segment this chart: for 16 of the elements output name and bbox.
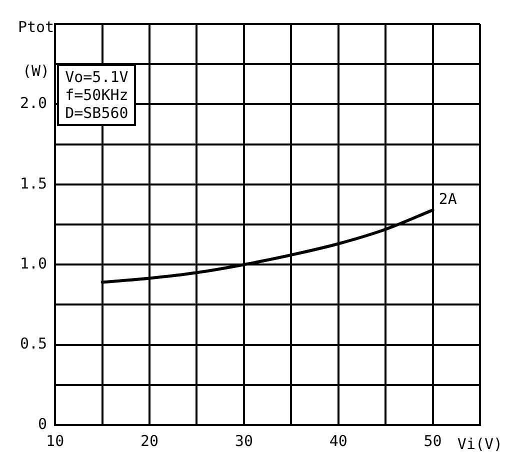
- series-label: 2A: [438, 190, 457, 208]
- annotation: f=50KHz: [65, 86, 128, 104]
- y-tick-label: 1.0: [20, 254, 48, 272]
- annotation: Vo=5.1V: [65, 68, 128, 86]
- text: Ptot (W): [18, 18, 54, 80]
- x-tick-label: 50: [424, 432, 442, 450]
- x-tick-label: 10: [46, 432, 64, 450]
- x-tick-label: 20: [140, 432, 159, 450]
- x-tick-label: 40: [329, 432, 348, 450]
- y-tick-label: 0.5: [20, 334, 48, 353]
- annotation: D=SB560: [65, 104, 128, 122]
- x-tick-label: 30: [234, 432, 253, 450]
- y-tick-label: 2.0: [20, 94, 48, 112]
- y-tick-label: 0: [38, 414, 48, 433]
- x-axis-title: Vi(V): [457, 434, 503, 453]
- y-tick-label: 1.5: [20, 174, 48, 192]
